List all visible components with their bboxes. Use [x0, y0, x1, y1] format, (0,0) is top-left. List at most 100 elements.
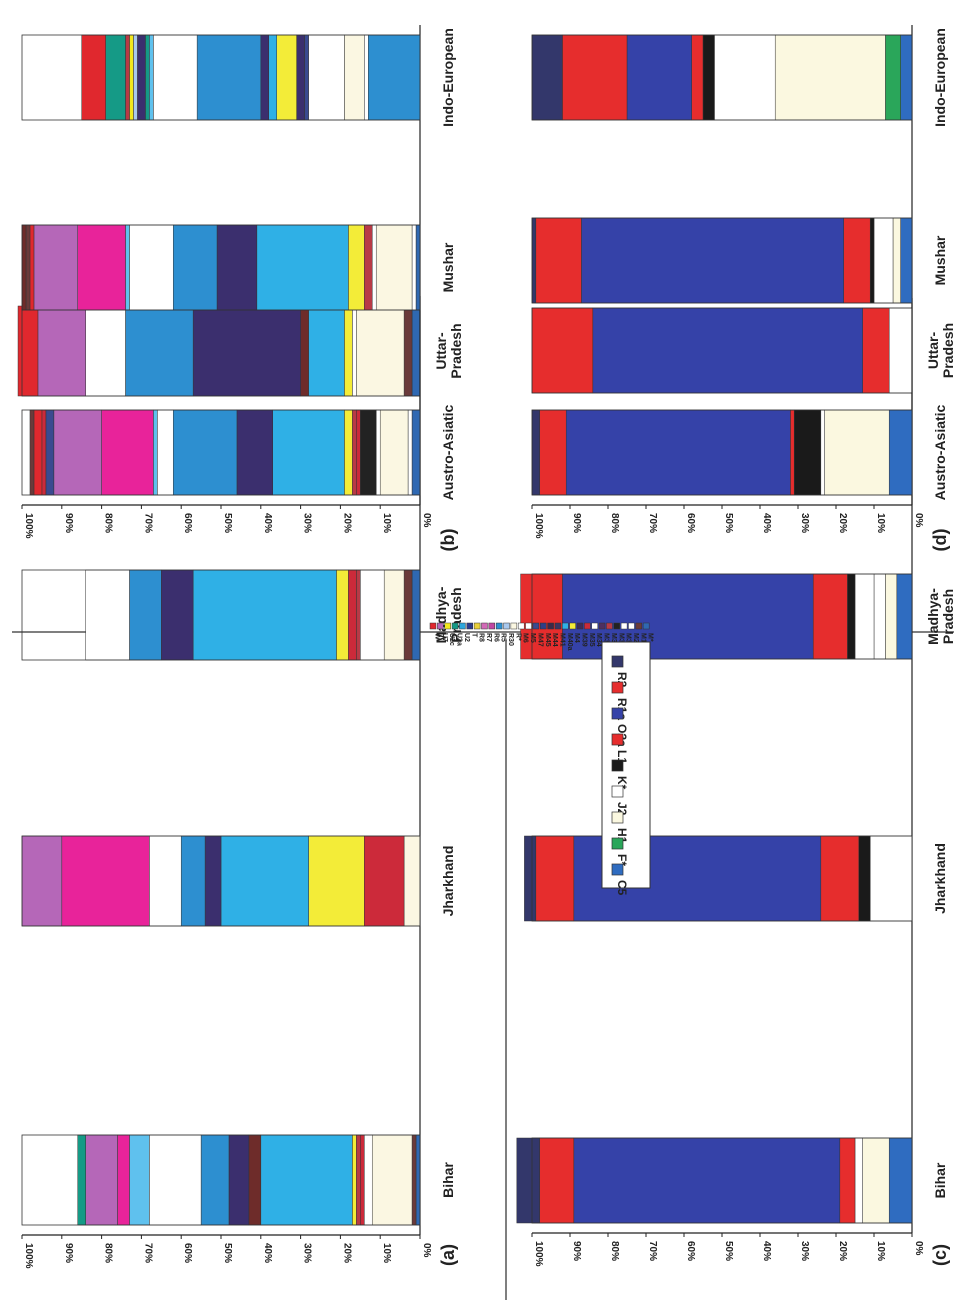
- category-label-line: Pradesh: [940, 323, 956, 378]
- legend-label: M40a: [566, 633, 573, 651]
- legend-item-m47: M47: [532, 622, 543, 647]
- bar-outline: [21, 34, 421, 121]
- panel-c: 100% 90% 80% 70% 60% 50% 40% 30% 20% 10% 0% Bihar Jh…: [516, 298, 956, 1267]
- bar-segment-m3: [308, 34, 345, 121]
- bar-outline: [21, 835, 421, 927]
- tick-label: 90%: [63, 1243, 74, 1263]
- category-label: Austro-Asiatic: [932, 404, 948, 500]
- bar-segment-m18: [411, 1134, 417, 1226]
- legend-item-m34: M34: [591, 622, 602, 647]
- legend-item-r30: R30: [503, 622, 514, 646]
- bar-segment-r1a: [520, 573, 563, 660]
- bar-segment-lightblue: [125, 224, 130, 311]
- legend-label: M5: [529, 633, 536, 643]
- legend-item-m39: M39: [576, 622, 588, 647]
- bar-segment-j2: [873, 573, 886, 660]
- legend-item-u7: U7: [437, 622, 448, 642]
- legend-label: M33: [603, 633, 610, 647]
- category-label-line: Mushar: [932, 235, 948, 285]
- legend-item-m40a: M40a: [562, 622, 573, 651]
- bar-segment-f: [885, 34, 901, 121]
- bar-segment-j2: [869, 835, 913, 922]
- legend-item-u2c: U2c: [444, 622, 455, 646]
- bar-segment-m4: [344, 409, 353, 496]
- legend-item-m30: M30: [613, 622, 624, 647]
- bar-segment-r5: [196, 34, 262, 121]
- bar-segment-m40a: [308, 305, 345, 397]
- legend-label: M31: [610, 633, 617, 647]
- category-label-line: Pradesh: [448, 323, 464, 378]
- bar-segment-r2: [516, 1137, 540, 1224]
- bar-segment-r5: [125, 305, 194, 397]
- bar-segment-l1: [820, 835, 860, 922]
- tick-label: 90%: [571, 1241, 582, 1261]
- category-label-line: Jharkhand: [440, 846, 456, 917]
- bar-segment-m: [415, 224, 421, 311]
- tick-label: 80%: [103, 513, 114, 533]
- legend-label: R6: [492, 633, 499, 642]
- category-label-line: Austro-Asiatic: [932, 404, 948, 500]
- bar-segment-l1: [839, 1137, 856, 1224]
- panel-label: (b): [438, 529, 458, 552]
- bar-segment-magenta: [77, 224, 126, 311]
- bar-segment-c5: [896, 573, 913, 660]
- bar-segment-j2: [714, 34, 776, 121]
- legend-item-m33: M33: [598, 622, 610, 647]
- bar-b-1: [21, 409, 421, 496]
- bar-segment-m4: [352, 1134, 357, 1226]
- bar-segment-m6: [153, 34, 198, 121]
- bar-segment-m35: [41, 409, 47, 496]
- category-label: Austro-Asiatic: [440, 404, 456, 500]
- category-label-line: Indo-European: [440, 28, 456, 127]
- bar-segment-o2a: [565, 409, 791, 496]
- tick-label: 40%: [761, 1241, 772, 1261]
- tick-label: 100%: [23, 513, 34, 539]
- tick-label: 40%: [262, 513, 273, 533]
- bar-segment-lightblue: [149, 34, 154, 121]
- category-label: Bihar: [932, 1162, 948, 1198]
- bar-segment-k: [858, 835, 871, 922]
- bar-segment-m31: [356, 569, 361, 661]
- bar-segment-m40a: [220, 835, 309, 927]
- legend-label: M18: [639, 633, 646, 647]
- bar-segment-o2a: [581, 217, 844, 304]
- bar-segment-u7: [21, 835, 63, 927]
- tick-label: 70%: [647, 1241, 658, 1261]
- legend-label: M45: [544, 633, 551, 647]
- bar-segment-o2a: [626, 34, 692, 121]
- bar-segment-r30: [133, 34, 138, 121]
- bar-segment-h1: [862, 1137, 890, 1224]
- tick-label: 100%: [23, 1243, 34, 1269]
- legend-label: M35: [588, 633, 595, 647]
- tick-label: 10%: [875, 513, 886, 533]
- bar-segment-magenta: [61, 835, 150, 927]
- bar-segment-u7: [53, 409, 102, 496]
- tick-label: 80%: [609, 513, 620, 533]
- bar-segment-c5: [900, 217, 913, 304]
- panel-label: (d): [930, 529, 950, 552]
- bar-segment-r5: [200, 1134, 230, 1226]
- panels-group: 100% 90% 80% 70% 60% 50% 40% 30% 20% 10% 0% Bihar Jh…: [17, 25, 956, 1269]
- legend-item-m2: M2: [628, 622, 639, 643]
- legend-swatch: [437, 622, 444, 630]
- bar-segment-u7: [37, 305, 86, 397]
- legend-swatch: [547, 622, 554, 630]
- bar-b-3: [21, 34, 421, 121]
- category-label-line: Madhya-: [925, 588, 941, 645]
- bar-segment-m4: [344, 305, 353, 397]
- category-label-line: Austro-Asiatic: [440, 404, 456, 500]
- legend-swatch: [642, 622, 650, 630]
- bar-segment-m47: [45, 409, 55, 496]
- bar-c-4: [531, 307, 913, 394]
- bar-segment-m4: [348, 224, 365, 311]
- tick-label: 70%: [142, 1243, 153, 1263]
- legend-label: R5: [500, 633, 507, 642]
- bar-segment-m35: [360, 1134, 365, 1226]
- bar-segment-r1a: [531, 307, 594, 394]
- legend-swatch: [562, 622, 569, 630]
- legend-label: M3: [625, 633, 632, 643]
- legend-label: U7: [441, 633, 448, 642]
- category-label: Uttar-Pradesh: [925, 323, 956, 378]
- legend-item-c5: C5: [611, 863, 629, 896]
- bar-segment-k: [702, 34, 715, 121]
